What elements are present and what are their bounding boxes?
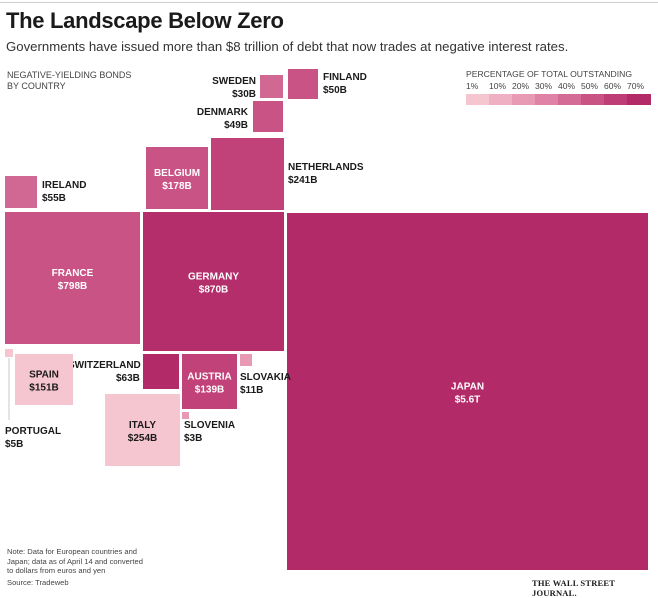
- treemap-tile-germany: [143, 212, 284, 351]
- legend-labels: 1% 10% 20% 30% 40% 50% 60% 70%: [466, 81, 644, 92]
- chart-title: The Landscape Below Zero: [6, 8, 284, 33]
- tile-label-country-spain: SPAIN: [29, 370, 59, 381]
- tile-label-value-germany: $870B: [199, 285, 228, 296]
- treemap-tile-portugal: [5, 349, 13, 357]
- tile-label-value-slovakia: $11B: [240, 385, 263, 396]
- treemap-tile-netherlands: [211, 138, 284, 210]
- tile-label-country-germany: GERMANY: [188, 272, 239, 283]
- treemap-tile-spain: [15, 354, 73, 405]
- legend-label-1: 10%: [489, 81, 507, 91]
- legend-swatch-2: [512, 94, 536, 105]
- treemap-tile-slovakia: [240, 354, 252, 366]
- treemap-tile-sweden: [260, 75, 283, 98]
- tile-label-country-austria: AUSTRIA: [187, 372, 231, 383]
- tile-label-value-denmark: $49B: [224, 120, 248, 131]
- panel-label-line2: BY COUNTRY: [7, 81, 66, 91]
- tile-label-value-switzerland: $63B: [116, 373, 140, 384]
- tile-label-country-sweden: SWEDEN: [212, 76, 256, 87]
- tile-label-country-italy: ITALY: [129, 420, 157, 431]
- panel-label: NEGATIVE-YIELDING BONDS BY COUNTRY: [7, 70, 137, 92]
- tile-label-country-finland: FINLAND: [323, 72, 367, 83]
- treemap-tile-ireland: [5, 176, 37, 208]
- legend-label-6: 60%: [604, 81, 622, 91]
- color-legend: PERCENTAGE OF TOTAL OUTSTANDING 1% 10% 20%…: [466, 69, 651, 105]
- tile-label-value-spain: $151B: [29, 383, 58, 394]
- tile-label-value-france: $798B: [58, 281, 87, 292]
- treemap-tile-belgium: [146, 147, 208, 209]
- tile-label-value-italy: $254B: [128, 433, 157, 444]
- legend-swatches: [466, 94, 651, 105]
- tile-label-value-portugal: $5B: [5, 439, 23, 450]
- legend-swatch-3: [535, 94, 559, 105]
- tile-label-country-slovenia: SLOVENIA: [184, 420, 235, 431]
- legend-swatch-6: [604, 94, 628, 105]
- tile-label-country-belgium: BELGIUM: [154, 168, 200, 179]
- tile-label-value-ireland: $55B: [42, 193, 66, 204]
- tile-label-country-france: FRANCE: [52, 268, 94, 279]
- tile-label-value-sweden: $30B: [232, 89, 256, 100]
- legend-swatch-0: [466, 94, 490, 105]
- legend-label-4: 40%: [558, 81, 576, 91]
- chart-subtitle: Governments have issued more than $8 tri…: [6, 39, 569, 54]
- chart-source: Source: Tradeweb: [7, 578, 69, 587]
- treemap-tile-austria: [182, 354, 237, 409]
- top-rule: [0, 2, 658, 3]
- legend-title: PERCENTAGE OF TOTAL OUTSTANDING: [466, 69, 633, 79]
- publisher-logo: THE WALL STREET JOURNAL.: [532, 578, 616, 598]
- tile-label-country-ireland: IRELAND: [42, 180, 86, 191]
- treemap-tile-italy: [105, 394, 180, 466]
- legend-swatch-7: [627, 94, 651, 105]
- legend-label-3: 30%: [535, 81, 553, 91]
- tile-label-country-slovakia: SLOVAKIA: [240, 372, 291, 383]
- tile-label-country-japan: JAPAN: [451, 382, 484, 393]
- treemap-tile-denmark: [253, 101, 283, 132]
- note-line-3: to dollars from euros and yen: [7, 566, 106, 575]
- treemap-tile-slovenia: [182, 412, 189, 419]
- tile-label-country-switzerland: SWITZERLAND: [68, 360, 141, 371]
- treemap-tile-japan: [287, 213, 648, 570]
- tile-label-value-japan: $5.6T: [455, 395, 481, 406]
- legend-label-5: 50%: [581, 81, 599, 91]
- tile-label-value-netherlands: $241B: [288, 175, 317, 186]
- tile-label-country-denmark: DENMARK: [197, 107, 249, 118]
- note-line-1: Note: Data for European countries and: [7, 547, 138, 556]
- tile-label-country-netherlands: NETHERLANDS: [288, 162, 364, 173]
- legend-swatch-5: [581, 94, 605, 105]
- legend-label-0: 1%: [466, 81, 479, 91]
- legend-swatch-1: [489, 94, 513, 105]
- panel-label-line1: NEGATIVE-YIELDING BONDS: [7, 70, 132, 80]
- legend-swatch-4: [558, 94, 582, 105]
- legend-label-7: 70%: [627, 81, 645, 91]
- treemap-tile-france: [5, 212, 140, 344]
- tile-label-value-austria: $139B: [195, 385, 224, 396]
- tile-label-value-finland: $50B: [323, 85, 347, 96]
- chart-note: Note: Data for European countries and Ja…: [7, 547, 157, 576]
- tile-label-value-slovenia: $3B: [184, 433, 202, 444]
- legend-label-2: 20%: [512, 81, 530, 91]
- tile-label-value-belgium: $178B: [162, 181, 191, 192]
- tile-label-country-portugal: PORTUGAL: [5, 426, 61, 437]
- treemap-tile-switzerland: [143, 354, 179, 389]
- note-line-2: Japan; data as of April 14 and converted: [7, 556, 143, 566]
- treemap-tile-finland: [288, 69, 318, 99]
